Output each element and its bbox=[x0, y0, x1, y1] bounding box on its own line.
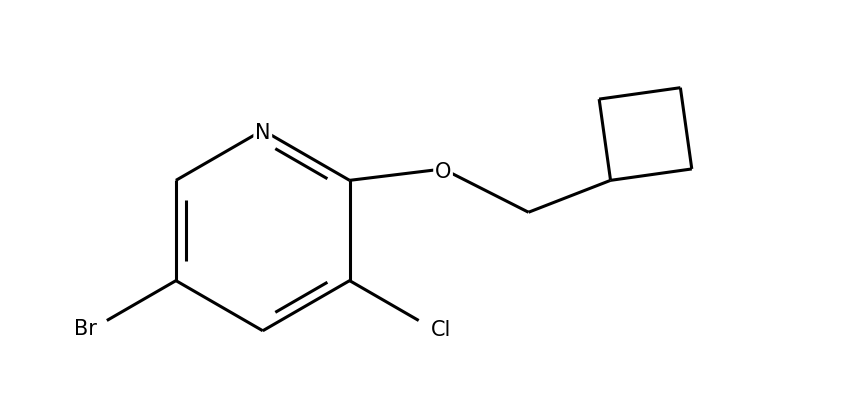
Text: O: O bbox=[435, 162, 451, 181]
Text: Cl: Cl bbox=[431, 320, 451, 339]
Text: Br: Br bbox=[74, 318, 97, 338]
Text: N: N bbox=[255, 123, 270, 143]
